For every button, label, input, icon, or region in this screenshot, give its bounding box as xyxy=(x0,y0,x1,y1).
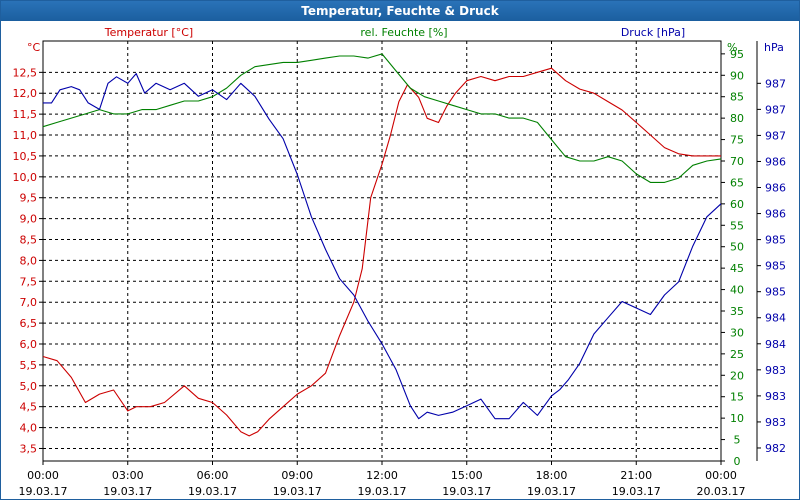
humidity-axis: 0 5 10 15 20 25 30 35 40 45 50 55 60 65 70 75 80 85 90 95 xyxy=(721,48,744,468)
temperature-tick-label: 11,5 xyxy=(13,108,38,121)
temperature-axis-header: Temperatur [°C] xyxy=(104,26,193,39)
pressure-tick-label: 984 xyxy=(765,312,786,325)
humidity-tick-label: 75 xyxy=(730,134,744,147)
temperature-tick-label: 11,0 xyxy=(13,129,38,142)
time-tick-label: 15:00 xyxy=(451,469,483,482)
temperature-tick-label: 12,0 xyxy=(13,87,38,100)
temperature-tick-label: 12,5 xyxy=(13,66,38,79)
humidity-tick-label: 60 xyxy=(730,198,744,211)
date-tick-label: 19.03.17 xyxy=(103,485,152,498)
temperature-tick-label: 5,5 xyxy=(20,359,38,372)
humidity-tick-label: 15 xyxy=(730,391,744,404)
time-tick-label: 00:00 xyxy=(27,469,59,482)
humidity-tick-label: 0 xyxy=(734,455,741,468)
temperature-tick-label: 8,0 xyxy=(20,254,38,267)
window-title: Temperatur, Feuchte & Druck xyxy=(1,1,799,21)
temperature-tick-label: 6,0 xyxy=(20,338,38,351)
date-tick-label: 19.03.17 xyxy=(273,485,322,498)
temperature-tick-label: 10,5 xyxy=(13,150,38,163)
time-tick-label: 03:00 xyxy=(112,469,144,482)
time-axis: 00:00 19.03.17 03:00 19.03.17 06:00 19.03.17 0… xyxy=(19,461,746,498)
date-tick-label: 19.03.17 xyxy=(188,485,237,498)
humidity-tick-label: 85 xyxy=(730,91,744,104)
pressure-tick-label: 987 xyxy=(765,77,786,90)
temperature-tick-label: 7,0 xyxy=(20,296,38,309)
humidity-tick-label: 10 xyxy=(730,412,744,425)
line-chart: 3,5 4,0 4,5 5,0 5,5 6,0 6,5 7,0 7,5 8,0 8,5 9,0 9,5 1… xyxy=(13,26,787,498)
temperature-tick-label: 4,5 xyxy=(20,401,38,414)
pressure-tick-label: 985 xyxy=(765,234,786,247)
pressure-tick-label: 983 xyxy=(765,390,786,403)
pressure-tick-label: 986 xyxy=(765,208,786,221)
pressure-axis-header: Druck [hPa] xyxy=(621,26,685,39)
temperature-tick-label: 5,0 xyxy=(20,380,38,393)
humidity-tick-label: 70 xyxy=(730,155,744,168)
axis-headers: Temperatur [°C] rel. Feuchte [%] Druck [… xyxy=(27,26,784,54)
humidity-tick-label: 30 xyxy=(730,326,744,339)
temperature-tick-label: 7,5 xyxy=(20,275,38,288)
temperature-unit-label: °C xyxy=(27,41,41,54)
pressure-tick-label: 986 xyxy=(765,182,786,195)
humidity-tick-label: 5 xyxy=(734,434,741,447)
temperature-tick-label: 3,5 xyxy=(20,442,38,455)
time-tick-label: 06:00 xyxy=(197,469,229,482)
pressure-tick-label: 985 xyxy=(765,286,786,299)
pressure-tick-label: 985 xyxy=(765,260,786,273)
humidity-tick-label: 55 xyxy=(730,219,744,232)
pressure-tick-label: 982 xyxy=(765,442,786,455)
time-tick-label: 00:00 xyxy=(705,469,737,482)
time-tick-label: 09:00 xyxy=(281,469,313,482)
pressure-tick-label: 987 xyxy=(765,129,786,142)
pressure-axis: 982 983 983 983 984 984 985 985 985 986 986 986 987 9… xyxy=(756,41,786,461)
temperature-tick-label: 9,5 xyxy=(20,192,38,205)
date-tick-label: 19.03.17 xyxy=(358,485,407,498)
humidity-tick-label: 50 xyxy=(730,241,744,254)
grid xyxy=(43,41,721,461)
temperature-tick-label: 4,0 xyxy=(20,422,38,435)
date-tick-label: 19.03.17 xyxy=(527,485,576,498)
date-tick-label: 20.03.17 xyxy=(697,485,746,498)
pressure-tick-label: 987 xyxy=(765,103,786,116)
humidity-series-line xyxy=(42,53,722,183)
date-tick-label: 19.03.17 xyxy=(19,485,68,498)
pressure-tick-label: 983 xyxy=(765,416,786,429)
humidity-tick-label: 45 xyxy=(730,262,744,275)
humidity-tick-label: 95 xyxy=(730,48,744,61)
temperature-series-line xyxy=(42,67,721,437)
time-tick-label: 21:00 xyxy=(620,469,652,482)
time-tick-label: 12:00 xyxy=(366,469,398,482)
temperature-axis: 3,5 4,0 4,5 5,0 5,5 6,0 6,5 7,0 7,5 8,0 8,5 9,0 9,5 1… xyxy=(13,66,43,455)
humidity-tick-label: 90 xyxy=(730,69,744,82)
date-tick-label: 19.03.17 xyxy=(612,485,661,498)
humidity-tick-label: 40 xyxy=(730,284,744,297)
humidity-tick-label: 65 xyxy=(730,176,744,189)
humidity-unit-label: % xyxy=(727,41,737,54)
pressure-unit-label: hPa xyxy=(764,41,784,54)
humidity-axis-header: rel. Feuchte [%] xyxy=(360,26,447,39)
humidity-tick-label: 35 xyxy=(730,305,744,318)
temperature-tick-label: 10,0 xyxy=(13,171,38,184)
temperature-tick-label: 6,5 xyxy=(20,317,38,330)
humidity-tick-label: 25 xyxy=(730,348,744,361)
time-tick-label: 18:00 xyxy=(536,469,568,482)
pressure-tick-label: 986 xyxy=(765,155,786,168)
humidity-tick-label: 80 xyxy=(730,112,744,125)
date-tick-label: 19.03.17 xyxy=(442,485,491,498)
series-layer xyxy=(42,53,722,437)
pressure-series-line xyxy=(43,73,722,420)
temperature-tick-label: 8,5 xyxy=(20,234,38,247)
temperature-tick-label: 9,0 xyxy=(20,213,38,226)
humidity-tick-label: 20 xyxy=(730,369,744,382)
pressure-tick-label: 983 xyxy=(765,364,786,377)
pressure-tick-label: 984 xyxy=(765,338,786,351)
